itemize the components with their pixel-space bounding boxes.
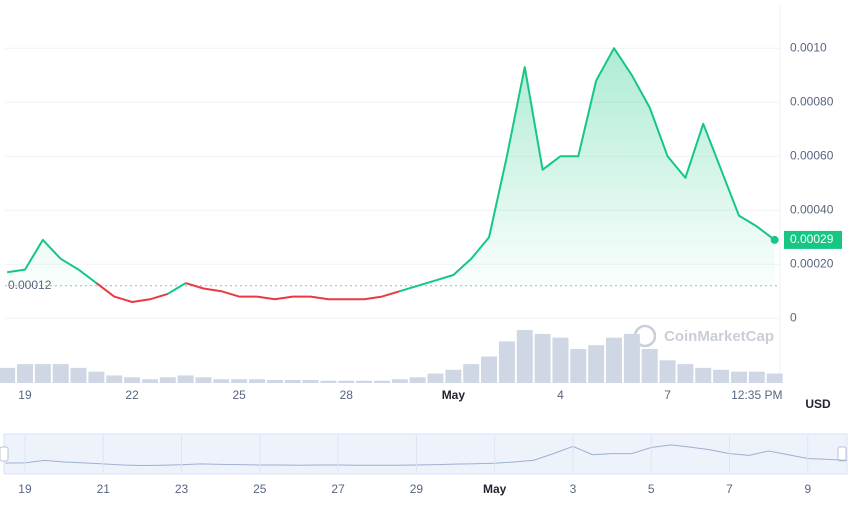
- price-line: [95, 282, 169, 303]
- volume-bar: [463, 364, 480, 383]
- price-area: [7, 48, 775, 286]
- nav-tick-label: 27: [331, 482, 345, 496]
- volume-bar: [356, 380, 373, 383]
- volume-bar: [748, 371, 765, 383]
- x-tick-label: 4: [557, 388, 564, 402]
- watermark-text: CoinMarketCap: [664, 328, 774, 345]
- current-price-label: 0.00029: [790, 232, 834, 246]
- nav-tick-label: 25: [253, 482, 267, 496]
- nav-handle[interactable]: [0, 446, 9, 462]
- nav-tick-label: 5: [648, 482, 655, 496]
- nav-tick-label: 3: [570, 482, 577, 496]
- current-dot: [770, 235, 779, 244]
- x-tick-label: May: [442, 388, 466, 402]
- navigator[interactable]: [3, 433, 848, 475]
- volume-bar: [177, 375, 194, 383]
- volume-bar: [159, 377, 176, 383]
- y-tick-label: 0.00060: [790, 148, 834, 162]
- volume-bar: [534, 333, 551, 383]
- volume-bar: [695, 367, 712, 383]
- volume-bar: [481, 356, 498, 383]
- volume-bar: [16, 364, 33, 383]
- volume-bar: [373, 380, 390, 383]
- nav-tick-label: 9: [804, 482, 811, 496]
- y-tick-label: 0.00020: [790, 256, 834, 270]
- reference-label: 0.00012: [8, 278, 52, 292]
- volume-bar: [552, 337, 569, 383]
- nav-tick-label: 21: [97, 482, 111, 496]
- nav-tick-label: 29: [410, 482, 424, 496]
- price-line: [6, 238, 97, 284]
- current-price-box: [784, 230, 842, 249]
- x-tick-label: 28: [340, 388, 354, 402]
- x-tick-label: 7: [664, 388, 671, 402]
- y-tick-label: 0.00040: [790, 202, 834, 216]
- price-line: [167, 282, 187, 295]
- volume-bar: [52, 364, 69, 383]
- volume-bar: [730, 371, 747, 383]
- volume-bar: [266, 379, 283, 383]
- x-tick-label: 12:35 PM: [731, 388, 782, 402]
- volume-bar: [641, 348, 658, 383]
- watermark: CoinMarketCap: [633, 324, 774, 348]
- volume-bar: [713, 369, 730, 383]
- y-tick-label: 0.00080: [790, 94, 834, 108]
- nav-tick-label: 23: [175, 482, 189, 496]
- nav-tick-label: 19: [18, 482, 32, 496]
- volume-bar: [124, 377, 141, 383]
- nav-tick-label: 7: [726, 482, 733, 496]
- nav-line: [5, 444, 847, 466]
- volume-bar: [213, 379, 230, 383]
- nav-tick-label: May: [483, 482, 507, 496]
- volume-bar: [34, 364, 51, 383]
- volume-bar: [249, 379, 266, 383]
- volume-bar: [320, 380, 337, 383]
- volume-bar: [498, 341, 515, 383]
- volume-bar: [195, 377, 212, 383]
- currency-label: USD: [805, 397, 831, 411]
- volume-bar: [516, 330, 533, 383]
- volume-bar: [570, 348, 587, 383]
- volume-bar: [70, 367, 87, 383]
- volume-bar: [623, 333, 640, 383]
- volume-bar: [0, 367, 16, 383]
- volume-bar: [606, 337, 623, 383]
- volume-bar: [427, 373, 444, 383]
- x-tick-label: 19: [18, 388, 32, 402]
- volume-bar: [338, 380, 355, 383]
- volume-bar: [88, 371, 105, 383]
- x-tick-label: 22: [125, 388, 139, 402]
- volume-bar: [659, 360, 676, 383]
- volume-bar: [302, 379, 319, 383]
- volume-bar: [445, 369, 462, 383]
- volume-bar: [677, 364, 694, 383]
- volume-bar: [391, 379, 408, 383]
- volume-bar: [588, 345, 605, 383]
- volume-bar: [231, 379, 248, 383]
- x-tick-label: 25: [232, 388, 246, 402]
- volume-bar: [141, 379, 158, 383]
- price-line: [399, 47, 776, 293]
- y-tick-label: 0: [790, 310, 797, 324]
- volume-bar: [284, 379, 301, 383]
- nav-handle[interactable]: [837, 446, 847, 462]
- volume-bar: [106, 375, 123, 383]
- y-tick-label: 0.0010: [790, 40, 827, 54]
- volume-bar: [409, 377, 426, 383]
- volume-bar: [766, 373, 783, 383]
- price-line: [185, 282, 401, 301]
